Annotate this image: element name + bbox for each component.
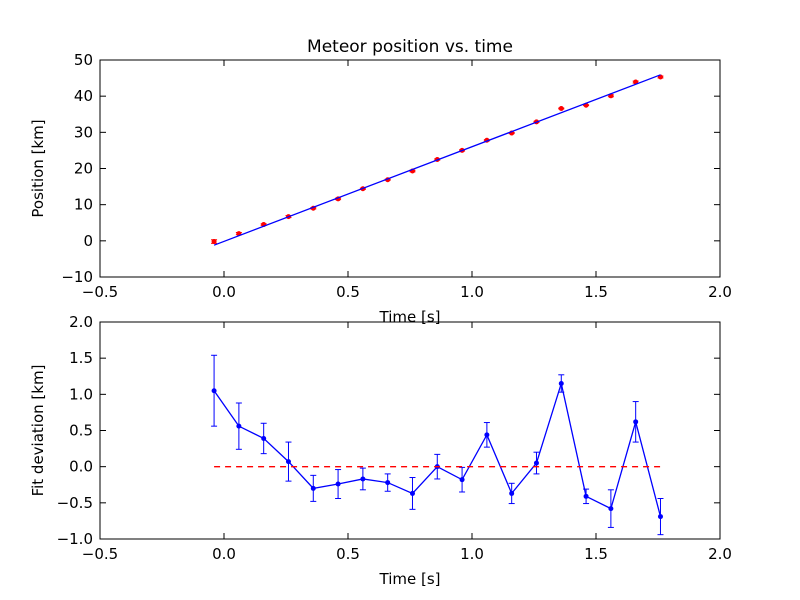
data-point bbox=[583, 493, 589, 499]
axis-ticks: −0.5 0.0 0.5 1.0 1.5 2.0 −10 0 10 20 30 40 50 bbox=[61, 51, 732, 301]
x-tick-label: 1.5 bbox=[584, 545, 608, 563]
data-point bbox=[558, 380, 564, 386]
axes-frame bbox=[99, 59, 721, 278]
y-tick-label: 20 bbox=[74, 160, 93, 178]
y-tick-label: 10 bbox=[74, 196, 93, 214]
data-point bbox=[360, 476, 366, 482]
data-point bbox=[633, 419, 639, 425]
x-tick-label: 1.5 bbox=[584, 283, 608, 301]
data-point bbox=[335, 481, 341, 487]
x-tick-label: −0.5 bbox=[82, 545, 118, 563]
data-point bbox=[261, 435, 267, 441]
y-tick-label: 50 bbox=[74, 51, 93, 69]
position-panel: Meteor position vs. time Time [s] Positi… bbox=[29, 37, 732, 326]
data-point bbox=[608, 506, 614, 512]
deviation-panel: Time [s] Fit deviation [km] −0.5 0.0 0.5 1.… bbox=[29, 313, 732, 588]
data-point bbox=[211, 239, 217, 245]
data-point bbox=[211, 388, 217, 394]
x-axis-label: Time [s] bbox=[379, 308, 441, 326]
deviation-line bbox=[213, 380, 662, 517]
y-tick-label: −0.5 bbox=[57, 494, 93, 512]
data-point bbox=[484, 432, 490, 438]
data-point bbox=[657, 514, 663, 520]
y-tick-label: 0.0 bbox=[69, 458, 93, 476]
y-axis-label: Position [km] bbox=[29, 119, 47, 217]
y-tick-label: 2.0 bbox=[69, 313, 93, 331]
y-tick-label: 1.5 bbox=[69, 349, 93, 367]
data-point bbox=[285, 459, 291, 465]
data-point bbox=[310, 485, 316, 491]
y-tick-label: 0 bbox=[83, 232, 93, 250]
data-point bbox=[385, 480, 391, 486]
data-point bbox=[236, 423, 242, 429]
x-tick-label: −0.5 bbox=[82, 283, 118, 301]
x-tick-label: 0.5 bbox=[336, 545, 360, 563]
data-point bbox=[509, 490, 515, 496]
y-tick-label: 0.5 bbox=[69, 422, 93, 440]
x-tick-label: 1.0 bbox=[460, 545, 484, 563]
y-tick-label: 30 bbox=[74, 123, 93, 141]
x-tick-label: 2.0 bbox=[708, 545, 732, 563]
x-tick-label: 2.0 bbox=[708, 283, 732, 301]
data-point bbox=[558, 105, 564, 111]
x-tick-label: 0.0 bbox=[212, 283, 236, 301]
axes-frame bbox=[99, 321, 721, 540]
fit-line bbox=[213, 74, 661, 246]
y-tick-label: 1.0 bbox=[69, 385, 93, 403]
y-tick-label: 40 bbox=[74, 87, 93, 105]
x-axis-label: Time [s] bbox=[379, 570, 441, 588]
y-tick-label: −10 bbox=[61, 268, 93, 286]
plot-area bbox=[211, 74, 664, 246]
data-point bbox=[533, 460, 539, 466]
axis-ticks: −0.5 0.0 0.5 1.0 1.5 2.0−1.0−0.50.00.51.01.52… bbox=[57, 313, 732, 563]
data-point bbox=[409, 490, 415, 496]
plot-area bbox=[211, 354, 664, 536]
x-tick-label: 1.0 bbox=[460, 283, 484, 301]
x-tick-label: 0.5 bbox=[336, 283, 360, 301]
x-tick-label: 0.0 bbox=[212, 545, 236, 563]
data-point bbox=[459, 477, 465, 483]
y-tick-label: −1.0 bbox=[57, 530, 93, 548]
y-axis-label: Fit deviation [km] bbox=[29, 365, 47, 497]
chart-title: Meteor position vs. time bbox=[307, 37, 513, 57]
